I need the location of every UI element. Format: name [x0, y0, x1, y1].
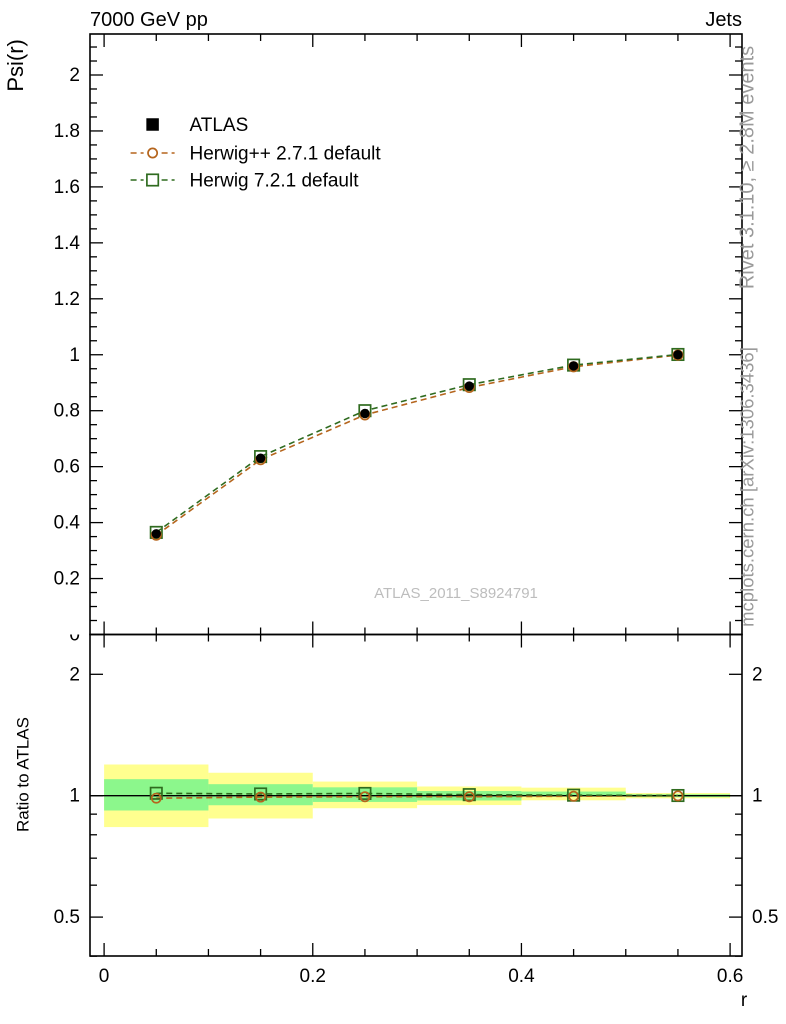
- svg-text:r: r: [741, 990, 748, 1011]
- svg-text:2: 2: [752, 664, 763, 685]
- svg-text:Jets: Jets: [705, 9, 742, 31]
- svg-text:2: 2: [69, 65, 80, 86]
- svg-text:0.5: 0.5: [752, 907, 778, 928]
- svg-text:ATLAS: ATLAS: [190, 115, 249, 136]
- svg-text:0.6: 0.6: [54, 457, 80, 478]
- svg-text:1.4: 1.4: [54, 233, 81, 254]
- svg-text:1: 1: [69, 345, 80, 366]
- svg-text:Herwig++ 2.7.1 default: Herwig++ 2.7.1 default: [190, 144, 382, 165]
- svg-text:1: 1: [752, 786, 763, 807]
- svg-text:0.6: 0.6: [717, 966, 743, 987]
- svg-text:0: 0: [69, 625, 80, 646]
- svg-text:0.5: 0.5: [54, 907, 80, 928]
- svg-text:0.2: 0.2: [300, 966, 326, 987]
- svg-text:2: 2: [69, 664, 80, 685]
- svg-text:ATLAS_2011_S8924791: ATLAS_2011_S8924791: [374, 585, 538, 602]
- svg-text:1.2: 1.2: [54, 289, 80, 310]
- svg-text:0.4: 0.4: [54, 513, 81, 534]
- svg-text:7000 GeV pp: 7000 GeV pp: [90, 9, 208, 31]
- svg-text:0: 0: [99, 966, 110, 987]
- svg-text:0.2: 0.2: [54, 569, 80, 590]
- svg-text:mcplots.cern.ch [arXiv:1306.34: mcplots.cern.ch [arXiv:1306.3436]: [737, 347, 758, 627]
- svg-text:0.4: 0.4: [508, 966, 535, 987]
- svg-text:1.8: 1.8: [54, 121, 80, 142]
- svg-text:0.8: 0.8: [54, 401, 80, 422]
- svg-text:1: 1: [69, 786, 80, 807]
- svg-text:1.6: 1.6: [54, 177, 80, 198]
- svg-text:Ratio to ATLAS: Ratio to ATLAS: [14, 717, 33, 832]
- svg-text:Rivet 3.1.10, ≥ 2.8M events: Rivet 3.1.10, ≥ 2.8M events: [737, 46, 759, 289]
- svg-text:Psi(r): Psi(r): [3, 39, 28, 92]
- svg-text:Herwig 7.2.1 default: Herwig 7.2.1 default: [190, 171, 360, 192]
